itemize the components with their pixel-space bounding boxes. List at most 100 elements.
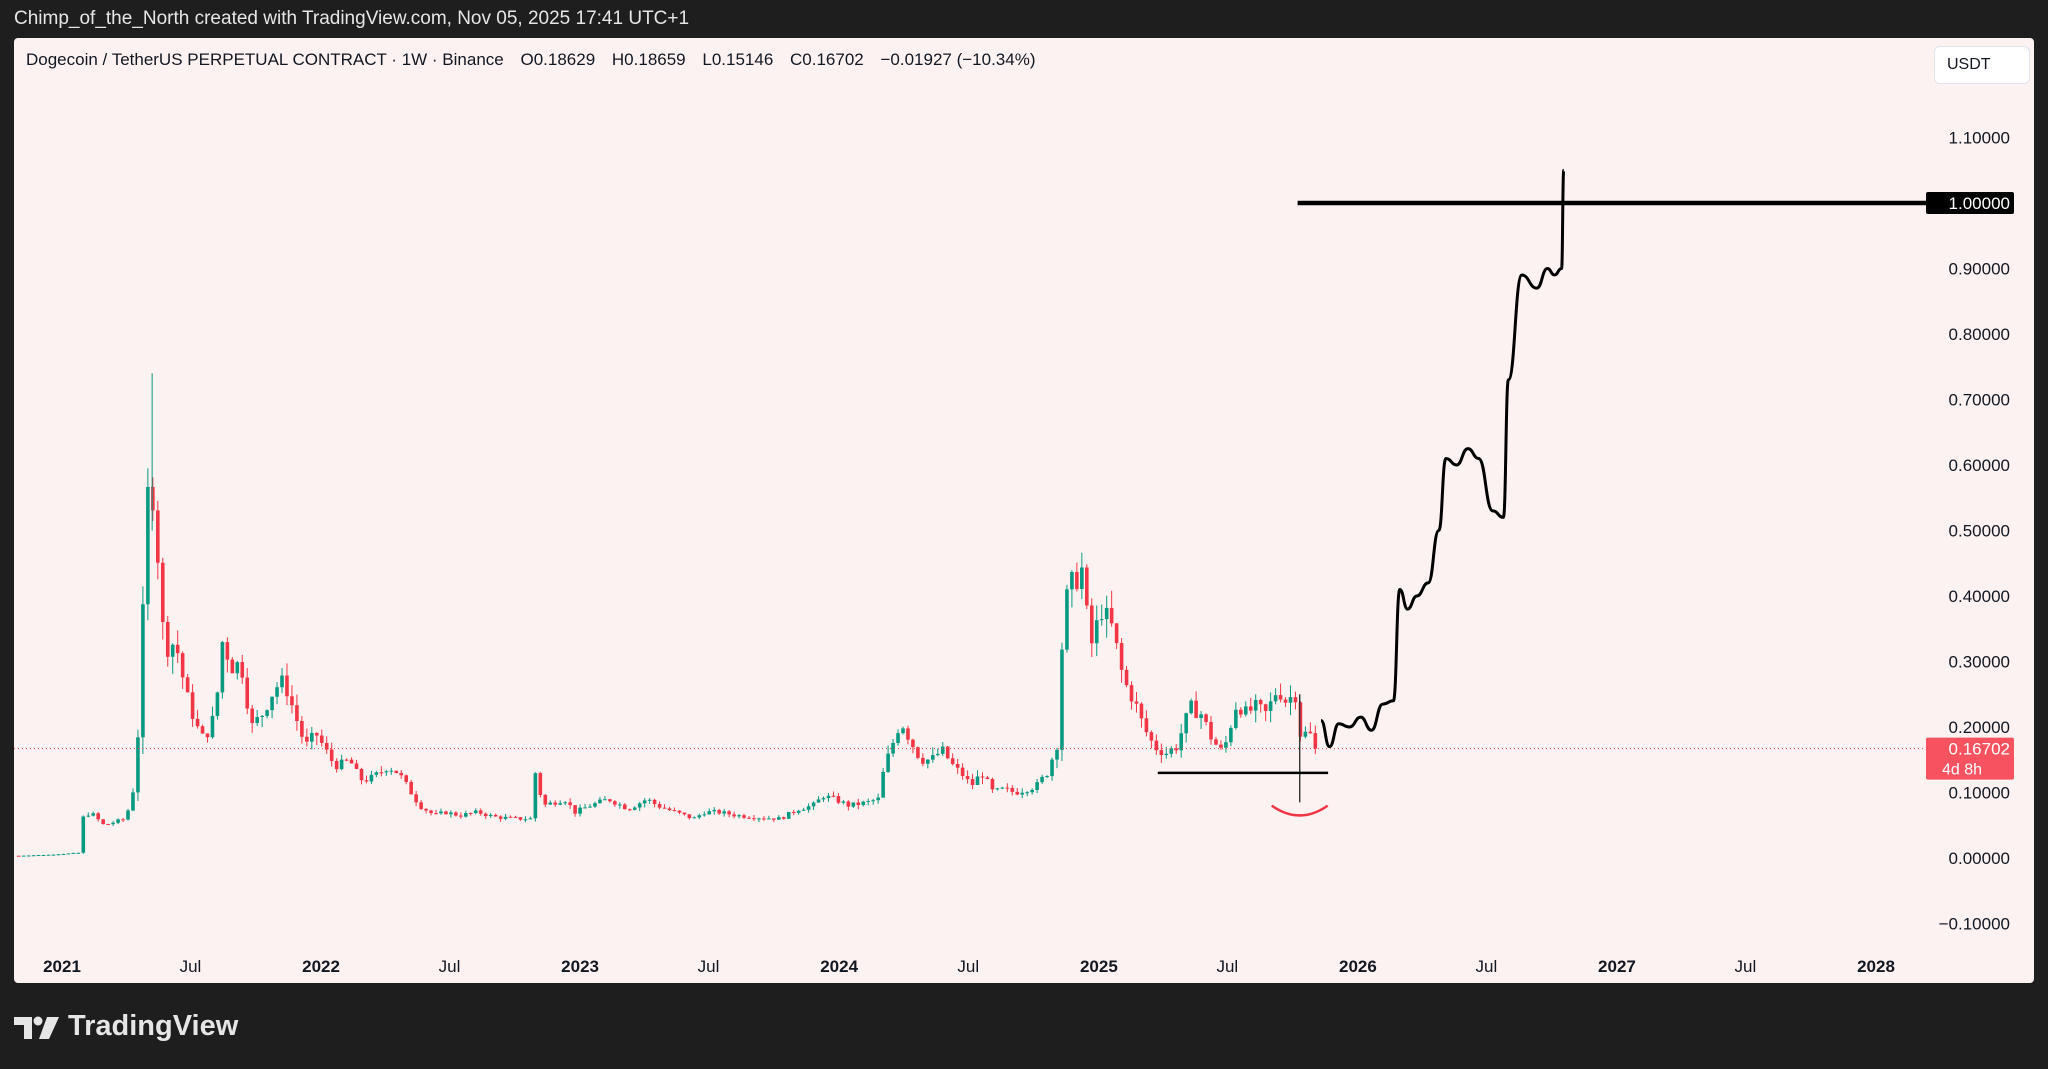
candle-body [1293,697,1298,703]
candle-body [697,815,702,818]
candle-body [836,796,841,803]
candle-body [190,692,195,719]
price-tick-label: −0.10000 [1939,915,2010,934]
time-tick-label: 2028 [1857,957,1895,976]
candle-body [652,799,657,805]
candle-body [1030,789,1034,793]
candle-body [528,818,533,820]
candle-body [379,772,384,774]
candle-body [290,696,294,706]
projection-layer [14,168,1934,817]
bottom-arc [1271,804,1329,817]
candle-body [1045,776,1049,778]
candle-body [1224,742,1228,748]
time-tick-label: Jul [1735,957,1757,976]
candle-body [1089,605,1094,644]
candle-body [1169,748,1174,754]
candle-body [349,759,354,764]
candle-body [776,817,781,820]
candle-body [687,814,692,819]
candle-body [985,777,990,780]
tradingview-logo-icon [14,1016,59,1039]
candle-body [265,710,269,716]
price-tick-label: 0.60000 [1949,456,2010,475]
candle-body [1109,607,1114,624]
candle-body [1219,744,1223,748]
candle-body [280,675,284,688]
candle-body [598,799,602,804]
time-tick-label: 2025 [1080,957,1118,976]
candle-body [752,818,756,820]
candle-body [305,736,309,742]
candle-body [1298,702,1303,737]
candle-body [647,799,652,801]
candle-body [588,806,592,808]
candle-body [508,816,513,818]
candle-body [404,775,409,782]
candle-body [975,776,980,785]
candle-body [483,813,488,817]
candle-body [344,759,349,761]
candle-body [1154,740,1159,751]
candle-body [424,808,428,811]
candle-body [215,692,220,716]
price-axis: 1.10000 0.90000 0.80000 0.70000 0.60000 0.500… [1926,129,2014,934]
candle-body [886,753,890,773]
candle-body [801,809,806,811]
candle-body [1303,731,1308,737]
time-tick-label: Jul [957,957,979,976]
candle-body [772,818,776,820]
time-tick-label: 2023 [561,957,599,976]
candle-body [558,803,563,805]
candle-body [1040,776,1044,783]
candle-body [911,739,915,748]
candle-body [1253,699,1258,711]
candle-body [151,486,155,511]
candle-body [1134,701,1139,704]
candle-body [81,816,86,853]
candle-body [682,812,687,815]
candle-body [1075,572,1079,589]
candle-body [36,855,41,857]
candle-body [255,717,259,723]
target-price-label: 1.00000 [1949,194,2010,213]
ohlc-high: H0.18659 [611,50,686,69]
candle-body [786,811,791,819]
candle-body [31,855,36,857]
candle-body [995,788,1000,790]
candle-body [573,805,577,814]
candle-body [796,810,801,813]
candle-body [56,854,61,856]
brand-name: TradingView [68,1010,239,1042]
candle-body [300,721,304,737]
candle-body [1194,700,1198,718]
candle-body [1080,567,1084,589]
time-tick-label: 2027 [1598,957,1636,976]
candle-body [434,813,438,815]
price-tick-label: 0.90000 [1949,260,2010,279]
price-chart[interactable]: 1.10000 0.90000 0.80000 0.70000 0.60000 0.500… [14,38,2034,983]
chart-panel[interactable]: Dogecoin / TetherUS PERPETUAL CONTRACT ·… [14,38,2034,983]
candle-body [146,486,150,605]
candle-body [1248,706,1253,711]
time-tick-label: 2021 [43,957,81,976]
currency-button[interactable]: USDT [1934,46,2030,84]
candle-body [1189,700,1193,714]
symbol-title[interactable]: Dogecoin / TetherUS PERPETUAL CONTRACT ·… [26,50,504,69]
candle-body [503,816,508,819]
candle-body [1144,718,1149,733]
candle-body [712,810,717,812]
time-tick-label: 2026 [1339,957,1377,976]
candle-body [399,773,404,776]
price-tick-label: 0.30000 [1949,653,2010,672]
tradingview-logo[interactable]: TradingView [14,1010,238,1043]
candle-body [444,811,448,815]
candle-body [1229,727,1233,743]
candle-body [916,747,920,758]
candle-body [1149,732,1154,741]
time-tick-label: Jul [1476,957,1498,976]
candle-body [622,804,627,810]
candle-body [627,809,632,811]
candle-body [1124,669,1129,686]
candle-body [101,819,105,825]
